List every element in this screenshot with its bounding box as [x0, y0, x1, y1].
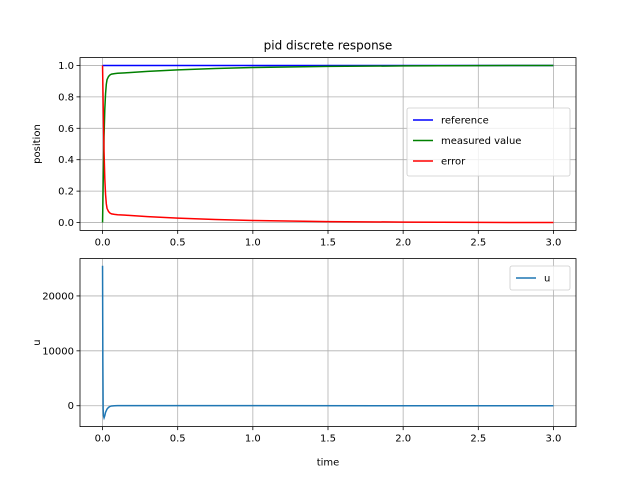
legend-box [509, 265, 571, 291]
u-y-ticks: 0 10000 20000 [42, 291, 80, 412]
x-tick-label: 2.0 [395, 237, 411, 248]
y-tick-label: 0.4 [58, 155, 74, 166]
time-x-axis-label: time [317, 458, 340, 469]
chart-title: pid discrete response [264, 39, 393, 53]
series-line-measured-value [101, 64, 554, 223]
x-tick-label: 1.0 [245, 434, 261, 445]
y-tick-label: 0.0 [58, 218, 74, 229]
legend-box [406, 107, 571, 177]
x-tick-label: 0.0 [95, 237, 111, 248]
x-tick-label: 2.0 [395, 434, 411, 445]
series-line-error [101, 65, 554, 224]
position-legend: reference measured value error [406, 107, 571, 177]
u-subplot: 0.0 0.5 1.0 1.5 2.0 2.5 3.0 0 10000 20000 time u… [32, 258, 577, 469]
y-tick-label: 10000 [42, 346, 74, 357]
legend-label: error [441, 157, 466, 168]
x-tick-label: 0.5 [170, 434, 186, 445]
series-line-u [101, 265, 554, 421]
u-x-ticks: 0.0 0.5 1.0 1.5 2.0 2.5 3.0 [95, 426, 562, 445]
y-tick-label: 0.8 [58, 92, 74, 103]
x-tick-label: 1.5 [320, 237, 336, 248]
u-y-axis-label: u [32, 339, 43, 345]
x-tick-label: 2.5 [470, 237, 486, 248]
position-y-ticks: 0.0 0.2 0.4 0.6 0.8 1.0 [58, 61, 80, 229]
x-tick-label: 3.0 [546, 237, 562, 248]
y-tick-label: 0 [68, 401, 74, 412]
position-x-ticks: 0.0 0.5 1.0 1.5 2.0 2.5 3.0 [95, 230, 562, 248]
y-tick-label: 1.0 [58, 61, 74, 72]
y-tick-label: 0.2 [58, 187, 74, 198]
position-subplot: 0.0 0.5 1.0 1.5 2.0 2.5 3.0 0.0 0.2 0.4 0.6 0.8 1.0… [32, 39, 577, 248]
x-tick-label: 1.5 [320, 434, 336, 445]
x-tick-label: 0.0 [95, 434, 111, 445]
x-tick-label: 2.5 [470, 434, 486, 445]
x-tick-label: 1.0 [245, 237, 261, 248]
legend-label: u [544, 274, 550, 285]
x-tick-label: 0.5 [170, 237, 186, 248]
legend-label: measured value [441, 136, 521, 147]
y-tick-label: 0.6 [58, 124, 74, 135]
position-lines [101, 64, 554, 224]
u-lines [101, 265, 554, 421]
x-tick-label: 3.0 [546, 434, 562, 445]
y-tick-label: 20000 [42, 291, 74, 302]
legend-label: reference [441, 116, 489, 127]
u-legend: u [509, 265, 571, 291]
position-y-axis-label: position [32, 124, 43, 164]
